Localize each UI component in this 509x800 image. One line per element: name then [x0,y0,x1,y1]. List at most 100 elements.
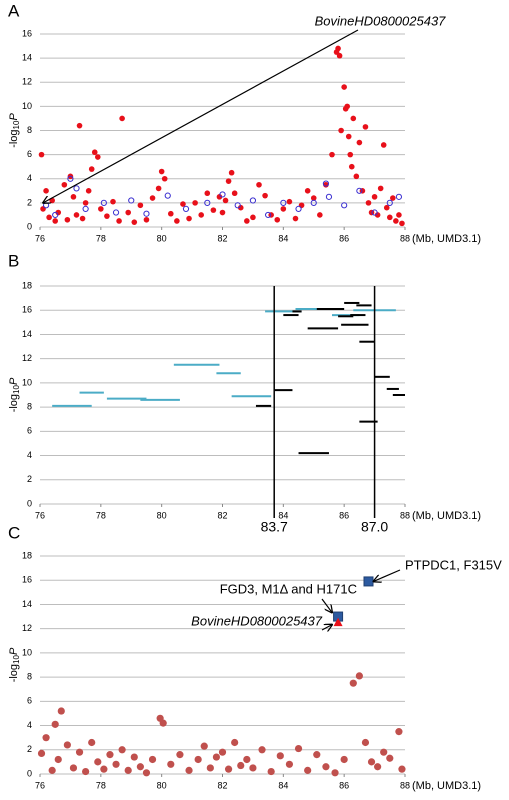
point [395,728,403,736]
point [329,151,335,158]
point [70,194,77,200]
point [137,202,144,209]
point [237,761,245,770]
panel-label: A [8,1,20,20]
point [396,212,402,218]
point [37,749,46,758]
point [88,166,95,172]
point [386,214,393,221]
point [386,754,394,762]
y-tick-label: 10 [22,377,32,387]
x-tick-label: 78 [96,510,106,520]
point [395,193,403,200]
point [345,133,352,140]
y-axis-title: -log10P [8,647,21,682]
point [46,214,52,221]
point [224,765,233,773]
point [180,201,186,207]
y-tick-label: 4 [27,720,32,730]
point [64,216,71,223]
point [310,195,317,201]
point [365,200,372,206]
point [274,216,281,223]
point [57,707,65,715]
point [349,679,357,687]
point [79,215,86,222]
y-tick-label: 2 [27,744,32,754]
point [38,151,45,158]
point [142,769,151,777]
point [100,765,108,773]
point [61,181,68,188]
point [85,188,92,194]
point [249,764,257,772]
x-tick-label: 88 [400,510,410,520]
x-axis-title: (Mb, UMD3.1) [412,233,481,245]
point [124,766,132,774]
point [355,672,363,680]
point [322,763,330,771]
point [344,103,351,110]
y-tick-label: 6 [27,149,32,159]
x-tick-label: 82 [217,780,227,790]
point [149,195,156,201]
x-tick-label: 78 [96,233,106,243]
x-tick-label: 76 [35,510,45,520]
y-tick-label: 8 [27,401,32,411]
point [336,52,343,59]
point [73,185,80,192]
point [76,122,83,129]
y-tick-label: 6 [27,426,32,436]
point [374,763,382,771]
point [265,211,272,219]
point [94,154,101,160]
point [276,752,284,760]
y-axis-title-part: -log [8,394,20,412]
point [228,169,235,176]
point [356,139,363,146]
point [206,764,214,772]
point [98,206,104,212]
y-tick-label: 10 [22,101,32,111]
y-tick-label: 16 [22,575,32,585]
point [386,199,393,206]
point [350,115,357,122]
y-tick-label: 2 [27,197,32,207]
point [244,218,250,224]
point [194,755,202,764]
point [210,207,217,213]
x-tick-label: 84 [278,780,288,790]
x-tick-label: 88 [400,233,410,243]
point [130,753,138,761]
point [292,215,299,222]
x-tick-label: 82 [217,233,227,243]
point [82,767,90,776]
annotation-arrow [321,625,332,630]
annotation-arrow [374,569,401,581]
point [104,213,110,219]
y-tick-label: 12 [22,353,32,363]
point [218,748,227,756]
y-tick-label: 14 [22,53,32,63]
x-tick-label: 80 [157,510,167,520]
x-tick-label: 78 [96,780,106,790]
point [212,753,221,761]
point [356,187,363,194]
point [237,204,244,211]
y-tick-label: 12 [22,77,32,87]
point [158,168,165,175]
x-axis-title: (Mb, UMD3.1) [412,780,481,792]
y-tick-label: 0 [27,768,32,778]
point [110,198,116,205]
point [42,202,50,209]
point [371,194,378,200]
y-tick-label: 2 [27,474,32,484]
point [377,185,384,192]
point [67,175,74,182]
point [380,142,387,148]
point [118,746,126,754]
y-tick-label: 4 [27,173,32,183]
point [185,766,193,774]
y-axis-title-var: P [8,377,20,385]
